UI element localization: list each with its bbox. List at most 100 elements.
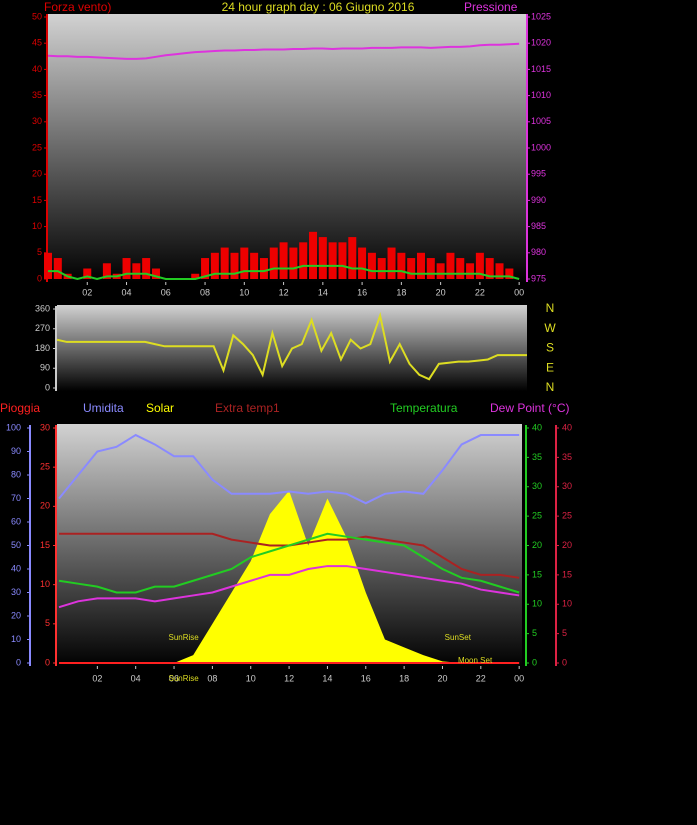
y-tick-label: 30 <box>40 422 50 432</box>
wind-bar <box>259 258 268 279</box>
y-tick-label: 45 <box>32 38 42 48</box>
annotation: SunSet <box>445 633 472 642</box>
y-tick-label: 25 <box>32 142 42 152</box>
series-line <box>58 433 520 505</box>
y-tick-label: 20 <box>532 540 542 550</box>
y-tick-label: 90 <box>11 446 21 456</box>
wind-bar <box>475 252 484 279</box>
y2-axis-label: Pressione <box>464 0 518 14</box>
legend-entry: Temperatura <box>390 401 458 415</box>
x-tick-label: 02 <box>92 673 102 683</box>
y-tick-label: 30 <box>532 481 542 491</box>
y-tick-label: 1000 <box>531 142 551 152</box>
x-tick-label: 22 <box>475 287 485 297</box>
y-tick-label: 0 <box>45 382 50 392</box>
x-tick-label: 04 <box>131 673 141 683</box>
x-tick-label: 00 <box>514 673 524 683</box>
y-tick-label: 50 <box>11 540 21 550</box>
y-tick-label: 0 <box>45 657 50 667</box>
y-tick-label: 15 <box>40 540 50 550</box>
x-tick-label: 08 <box>200 287 210 297</box>
wind-bar <box>309 231 318 279</box>
wind-bar <box>387 247 396 279</box>
wind-bar <box>201 258 210 279</box>
y-tick-label: 5 <box>532 628 537 638</box>
x-tick-label: 20 <box>437 673 447 683</box>
y-tick-label: 15 <box>32 195 42 205</box>
x-tick-label: 02 <box>82 287 92 297</box>
y-tick-label: 80 <box>11 469 21 479</box>
wind-bar <box>191 273 200 279</box>
legend-entry: Umidita <box>83 401 124 415</box>
y-tick-label: 270 <box>35 323 50 333</box>
y-tick-label: 35 <box>532 452 542 462</box>
y-tick-label: 1015 <box>531 64 551 74</box>
y-tick-label: 180 <box>35 343 50 353</box>
y-tick-label: 10 <box>32 221 42 231</box>
y-tick-label: 990 <box>531 195 546 205</box>
wind-bar <box>466 263 475 279</box>
direction-label: S <box>546 341 554 355</box>
x-tick-label: 10 <box>239 287 249 297</box>
wind-bar <box>250 252 259 279</box>
y-tick-label: 100 <box>6 422 21 432</box>
y-tick-label: 5 <box>37 247 42 257</box>
x-tick-label: 14 <box>318 287 328 297</box>
y-tick-label: 5 <box>562 628 567 638</box>
y-tick-label: 0 <box>562 657 567 667</box>
y-tick-label: 30 <box>11 587 21 597</box>
x-tick-label: 06 <box>169 673 179 683</box>
series-area <box>59 490 520 663</box>
wind-bar <box>44 252 52 279</box>
y-tick-label: 50 <box>32 11 42 21</box>
y-tick-label: 20 <box>40 501 50 511</box>
y-tick-label: 10 <box>40 579 50 589</box>
wind-bar <box>456 258 465 279</box>
wind-bar <box>142 258 151 279</box>
wind-bar <box>377 258 386 279</box>
x-tick-label: 22 <box>476 673 486 683</box>
direction-label: W <box>544 321 556 335</box>
wind-bar <box>328 242 337 279</box>
wind-bar <box>289 247 298 279</box>
y-tick-label: 35 <box>32 90 42 100</box>
wind-bar <box>348 237 357 279</box>
y-tick-label: 10 <box>532 599 542 609</box>
wind-bar <box>495 263 504 279</box>
wind-bar <box>416 252 425 279</box>
chart-title: 24 hour graph day : 06 Giugno 2016 <box>222 0 415 14</box>
x-tick-label: 14 <box>322 673 332 683</box>
wind-bar <box>102 263 111 279</box>
legend-entry: Extra temp1 <box>215 401 280 415</box>
wind-bar <box>426 258 435 279</box>
y-tick-label: 20 <box>11 610 21 620</box>
legend-entry: Dew Point (°C) <box>490 401 569 415</box>
y-tick-label: 0 <box>37 273 42 283</box>
x-tick-label: 18 <box>399 673 409 683</box>
wind-bar <box>210 252 219 279</box>
x-tick-label: 06 <box>161 287 171 297</box>
wind-bar <box>240 247 249 279</box>
y-tick-label: 1005 <box>531 116 551 126</box>
legend-entry: Solar <box>146 401 174 415</box>
annotation: SunRise <box>169 633 200 642</box>
wind-bar <box>53 258 62 279</box>
y-tick-label: 90 <box>40 363 50 373</box>
y-tick-label: 360 <box>35 303 50 313</box>
y-tick-label: 15 <box>532 569 542 579</box>
y-tick-label: 985 <box>531 221 546 231</box>
y-tick-label: 15 <box>562 569 572 579</box>
wind-bar <box>407 258 416 279</box>
y-tick-label: 10 <box>11 634 21 644</box>
y-tick-label: 995 <box>531 169 546 179</box>
x-tick-label: 16 <box>361 673 371 683</box>
wind-bar <box>151 268 160 279</box>
series-line <box>58 532 520 594</box>
legend-entry: Pioggia <box>0 401 40 415</box>
y-tick-label: 40 <box>11 563 21 573</box>
series-line <box>56 311 527 381</box>
y-tick-label: 10 <box>562 599 572 609</box>
wind-bar <box>122 258 131 279</box>
y-tick-label: 975 <box>531 273 546 283</box>
